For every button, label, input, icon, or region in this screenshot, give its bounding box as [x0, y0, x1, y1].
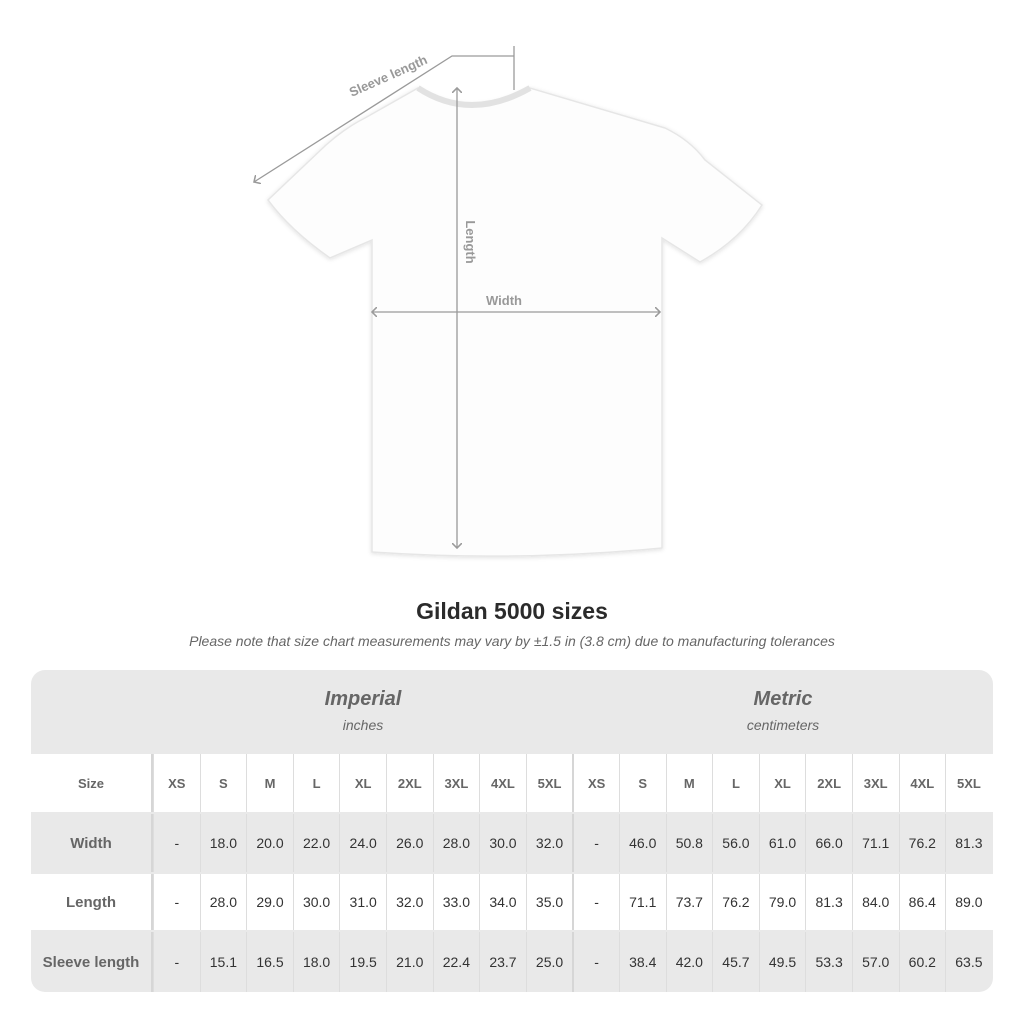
imperial-value: 28.0	[199, 874, 247, 930]
imperial-value: 15.1	[199, 932, 247, 992]
tshirt-diagram: Sleeve length Length Width	[0, 46, 763, 557]
size-header-metric: 5XL	[945, 754, 992, 812]
imperial-value: -	[153, 932, 200, 992]
metric-value: 81.3	[805, 874, 852, 930]
imperial-value: 30.0	[292, 874, 340, 930]
metric-value: -	[572, 932, 619, 992]
metric-value: 73.7	[665, 874, 713, 930]
metric-value: 89.0	[945, 874, 992, 930]
metric-header: Metric centimeters	[573, 670, 993, 754]
size-header-imperial: XL	[339, 754, 386, 812]
size-header-imperial: XS	[153, 754, 200, 812]
tshirt-shape	[267, 87, 763, 557]
metric-unit: centimeters	[746, 717, 820, 733]
size-header-metric: 3XL	[851, 754, 899, 812]
length-label: Length	[463, 220, 478, 263]
metric-value: 71.1	[618, 874, 666, 930]
imperial-value: 19.5	[339, 932, 386, 992]
size-header-imperial: S	[199, 754, 247, 812]
imperial-value: 28.0	[432, 814, 480, 872]
size-header-imperial: 4XL	[479, 754, 526, 812]
imperial-value: 22.4	[432, 932, 480, 992]
metric-value: 53.3	[805, 932, 852, 992]
imperial-value: -	[153, 874, 200, 930]
metric-value: 60.2	[898, 932, 946, 992]
imperial-unit: inches	[342, 717, 384, 733]
imperial-value: 16.5	[246, 932, 293, 992]
size-header-metric: 4XL	[898, 754, 946, 812]
size-header-row: Size XS S M L XL 2XL 3XL 4XL 5XL XS S M L XL 2XL 3XL 4XL 5…	[31, 754, 993, 812]
metric-value: 84.0	[851, 874, 899, 930]
metric-value: 45.7	[712, 932, 759, 992]
metric-value: 57.0	[851, 932, 899, 992]
imperial-value: 33.0	[432, 874, 480, 930]
size-table: Imperial inches Metric centimeters Size X…	[31, 670, 993, 992]
metric-value: 86.4	[898, 874, 946, 930]
imperial-value: 18.0	[292, 932, 340, 992]
row-label: Sleeve length	[31, 932, 153, 992]
size-header-metric: S	[618, 754, 666, 812]
metric-value: -	[572, 814, 619, 872]
imperial-value: 25.0	[525, 932, 573, 992]
size-header-imperial: 2XL	[385, 754, 433, 812]
size-header-imperial: L	[292, 754, 340, 812]
size-header-metric: L	[712, 754, 759, 812]
imperial-value: 18.0	[199, 814, 247, 872]
metric-value: 79.0	[758, 874, 806, 930]
imperial-value: 26.0	[385, 814, 433, 872]
metric-value: 50.8	[665, 814, 713, 872]
metric-value: -	[572, 874, 619, 930]
metric-title: Metric	[753, 688, 813, 710]
table-row: Width -18.0 20.0 22.0 24.0 26.0 28.0 30.0 32.0-4…	[31, 814, 993, 872]
imperial-value: 24.0	[339, 814, 386, 872]
imperial-value: 29.0	[246, 874, 293, 930]
imperial-value: -	[153, 814, 200, 872]
metric-value: 61.0	[758, 814, 806, 872]
size-header-imperial: M	[246, 754, 293, 812]
imperial-value: 23.7	[479, 932, 526, 992]
size-header-metric: M	[665, 754, 713, 812]
table-row: Length -28.0 29.0 30.0 31.0 32.0 33.0 34.0 35.0-…	[31, 874, 993, 930]
metric-value: 49.5	[758, 932, 806, 992]
metric-value: 71.1	[851, 814, 899, 872]
size-header-metric: XL	[758, 754, 806, 812]
metric-value: 46.0	[618, 814, 666, 872]
metric-value: 81.3	[945, 814, 992, 872]
metric-value: 66.0	[805, 814, 852, 872]
imperial-value: 32.0	[385, 874, 433, 930]
metric-value: 76.2	[898, 814, 946, 872]
row-label: Length	[31, 874, 153, 930]
imperial-title: Imperial	[324, 688, 402, 710]
sleeve-arrow	[254, 55, 514, 182]
imperial-value: 20.0	[246, 814, 293, 872]
size-header-metric: XS	[572, 754, 619, 812]
imperial-value: 34.0	[479, 874, 526, 930]
tolerance-note: Please note that size chart measurements…	[189, 633, 835, 649]
metric-value: 38.4	[618, 932, 666, 992]
size-header-imperial: 5XL	[525, 754, 573, 812]
chart-title: Gildan 5000 sizes	[416, 598, 608, 624]
imperial-value: 21.0	[385, 932, 433, 992]
metric-value: 42.0	[665, 932, 713, 992]
table-row: Sleeve length -15.1 16.5 18.0 19.5 21.0 22.4 23…	[31, 932, 993, 992]
imperial-header: Imperial inches	[153, 670, 573, 754]
size-header-label: Size	[31, 754, 153, 812]
metric-value: 56.0	[712, 814, 759, 872]
imperial-value: 22.0	[292, 814, 340, 872]
metric-value: 76.2	[712, 874, 759, 930]
imperial-value: 31.0	[339, 874, 386, 930]
size-header-imperial: 3XL	[432, 754, 480, 812]
row-label: Width	[31, 814, 153, 872]
metric-value: 63.5	[945, 932, 992, 992]
imperial-value: 32.0	[525, 814, 573, 872]
size-header-metric: 2XL	[805, 754, 852, 812]
width-label: Width	[486, 293, 522, 308]
imperial-value: 30.0	[479, 814, 526, 872]
imperial-value: 35.0	[525, 874, 573, 930]
